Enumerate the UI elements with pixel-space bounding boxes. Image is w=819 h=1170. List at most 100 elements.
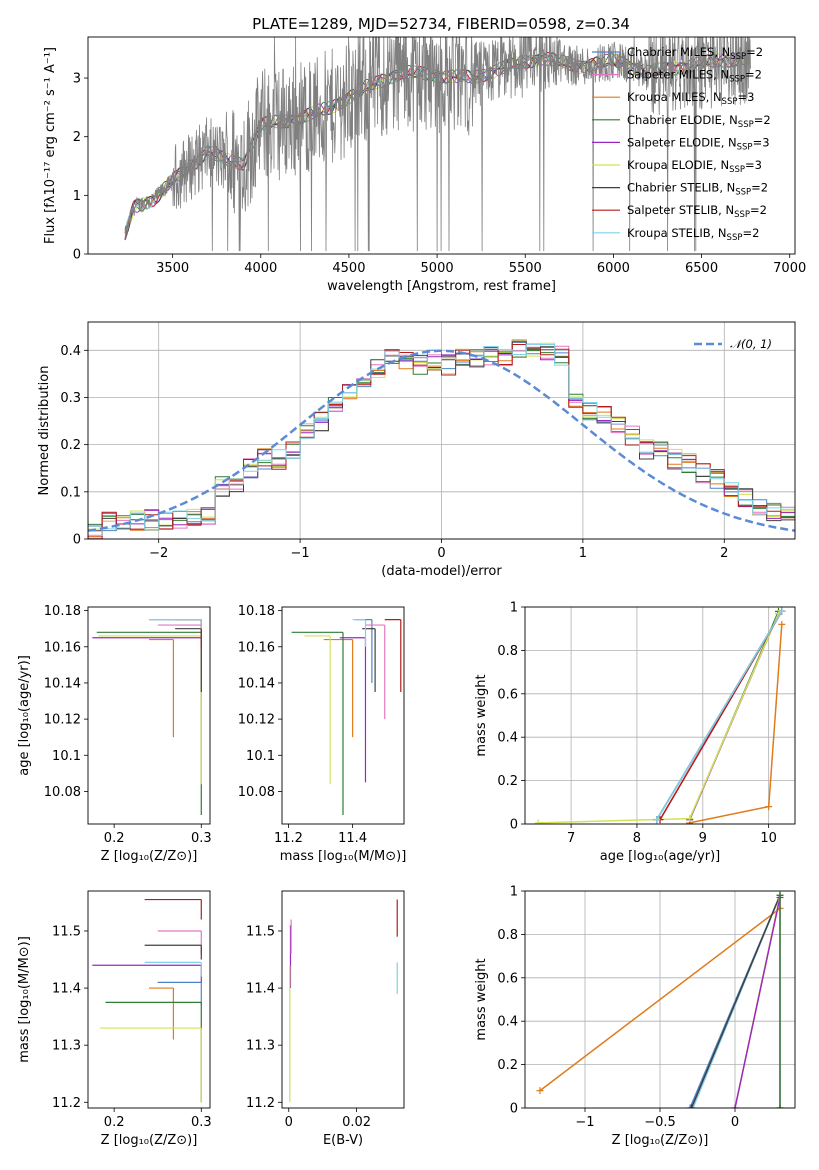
y-tick-label: 0 [510, 1102, 518, 1117]
plot-area-spectrum [124, 37, 752, 252]
y-axis-label: mass weight [474, 958, 489, 1040]
legend-tail: =2 [742, 226, 759, 240]
mass-weight-line [539, 907, 781, 1092]
legend-entry: Salpeter MILES, NSSP=2 [627, 68, 762, 85]
mass-weight-marker [688, 1104, 695, 1108]
mass-weight-marker [653, 816, 661, 824]
mass-weight-marker [534, 819, 542, 824]
y-tick-label: 0.1 [60, 485, 81, 500]
legend-sub: SSP [722, 97, 738, 107]
figure-title: PLATE=1289, MJD=52734, FIBERID=0598, z=0… [252, 15, 630, 33]
legend-label: Salpeter STELIB, N [627, 203, 734, 217]
y-tick-label: 0.4 [497, 1015, 518, 1030]
x-tick-label: 5000 [421, 261, 454, 276]
x-tick-label: 0 [285, 1115, 293, 1130]
y-tick-label: 11.3 [52, 1039, 81, 1054]
mass-weight-marker [776, 891, 784, 899]
legend-entry: Kroupa STELIB, NSSP=2 [627, 226, 759, 243]
y-tick-label: 1 [510, 885, 518, 900]
legend-label: Chabrier STELIB, N [627, 181, 735, 195]
plot-area-age-vs-Z [92, 619, 202, 815]
legend-tail: =3 [737, 90, 754, 104]
x-tick-label: 7000 [773, 261, 806, 276]
plot-area-mass-vs-EBV [289, 899, 398, 1103]
axes-frame [87, 321, 796, 540]
y-tick-label: 11.2 [246, 1096, 275, 1111]
x-tick-label: −2 [149, 546, 168, 561]
y-tick-label: 10.1 [52, 749, 81, 764]
x-tick-label: 0.02 [342, 1115, 371, 1130]
y-tick-label: 10.18 [238, 604, 275, 619]
panel-mass-vs-EBV: 0 0.02 11.2 11.3 11.4 11.5 E(B-V) [246, 890, 405, 1148]
y-tick-label: 1 [73, 189, 81, 204]
x-axis-label: (data-model)/error [381, 564, 502, 579]
y-tick-label: 10.08 [238, 785, 275, 800]
y-tick-label: 10.14 [238, 676, 275, 691]
y-tick-label: 2 [73, 130, 81, 145]
mass-weight-marker [686, 815, 694, 823]
y-tick-label: 11.4 [52, 982, 81, 997]
legend-label: Salpeter MILES, N [627, 68, 729, 82]
panel-age-vs-Z: 0.2 0.3 10.08 10.1 10.12 10.14 10.16 10.18 Z [lo… [17, 604, 212, 864]
x-tick-label: 6000 [597, 261, 630, 276]
y-tick-label: 0.6 [497, 971, 518, 986]
y-tick-label: 11.3 [246, 1039, 275, 1054]
y-axis-label: Flux [fλ10⁻¹⁷ erg cm⁻² s⁻¹ A⁻¹] [43, 47, 58, 244]
x-tick-label: 0.2 [104, 831, 125, 846]
x-tick-label: 0.2 [104, 1115, 125, 1130]
y-tick-label: 10.1 [246, 749, 275, 764]
y-tick-label: 0.8 [497, 644, 518, 659]
y-tick-label: 10.12 [238, 713, 275, 728]
x-tick-label: 1 [579, 546, 587, 561]
x-axis-label: Z [log₁₀(Z/Z⊙)] [101, 1133, 198, 1148]
axes-frame [281, 606, 405, 825]
grid-massweight-vs-age [525, 606, 795, 825]
legend-entry: Chabrier MILES, NSSP=2 [627, 45, 763, 62]
x-axis-label: Z [log₁₀(Z/Z⊙)] [101, 849, 198, 864]
x-tick-label: 0.3 [191, 1115, 212, 1130]
mass-weight-line [690, 895, 781, 1108]
x-tick-label: 0.3 [191, 831, 212, 846]
x-tick-label: 6500 [685, 261, 718, 276]
y-tick-label: 3 [73, 72, 81, 87]
y-axis-label: mass [log₁₀(M/M⊙)] [17, 936, 32, 1063]
x-axis-label: Z [log₁₀(Z/Z⊙)] [612, 1133, 709, 1148]
legend-label: Kroupa MILES, N [627, 90, 722, 104]
legend-tail: =3 [745, 158, 762, 172]
axes-frame [524, 606, 796, 825]
legend-sub: SSP [735, 188, 751, 198]
x-tick-label: 4500 [332, 261, 365, 276]
axes-frame [87, 890, 211, 1109]
x-tick-label: 9 [699, 831, 707, 846]
x-tick-label: 7 [567, 831, 575, 846]
plot-area-massweight-vs-Z [536, 891, 784, 1108]
mass-weight-marker [765, 803, 773, 811]
data-spectrum-line [124, 37, 752, 252]
legend-tail: =3 [753, 135, 770, 149]
axes-frame [524, 890, 796, 1109]
legend-sub: SSP [729, 165, 745, 175]
y-tick-label: 10.12 [44, 713, 81, 728]
y-tick-label: 0 [73, 248, 81, 263]
mass-weight-marker [731, 1104, 739, 1108]
y-tick-label: 0.6 [497, 687, 518, 702]
x-tick-label: −1 [291, 546, 310, 561]
legend-label: Chabrier ELODIE, N [627, 113, 738, 127]
mass-weight-marker [776, 1104, 784, 1108]
plot-area-mass-vs-Z [92, 898, 202, 1103]
x-axis-label: age [log₁₀(age/yr)] [600, 849, 721, 864]
mass-weight-line [734, 897, 781, 1108]
legend-label: Kroupa ELODIE, N [627, 158, 729, 172]
plot-area-age-vs-mass [291, 619, 402, 815]
mass-weight-line [689, 624, 783, 824]
y-tick-label: 0.2 [60, 438, 81, 453]
legend-entry: Kroupa ELODIE, NSSP=3 [627, 158, 762, 175]
y-tick-label: 10.08 [44, 785, 81, 800]
legend-entry: Chabrier STELIB, NSSP=2 [627, 181, 768, 198]
mass-weight-marker [778, 620, 786, 628]
legend-sub: SSP [734, 210, 750, 220]
y-tick-label: 10.16 [44, 640, 81, 655]
y-tick-label: 0.3 [60, 391, 81, 406]
legend-sub: SSP [729, 75, 745, 85]
legend-tail: =2 [754, 113, 771, 127]
